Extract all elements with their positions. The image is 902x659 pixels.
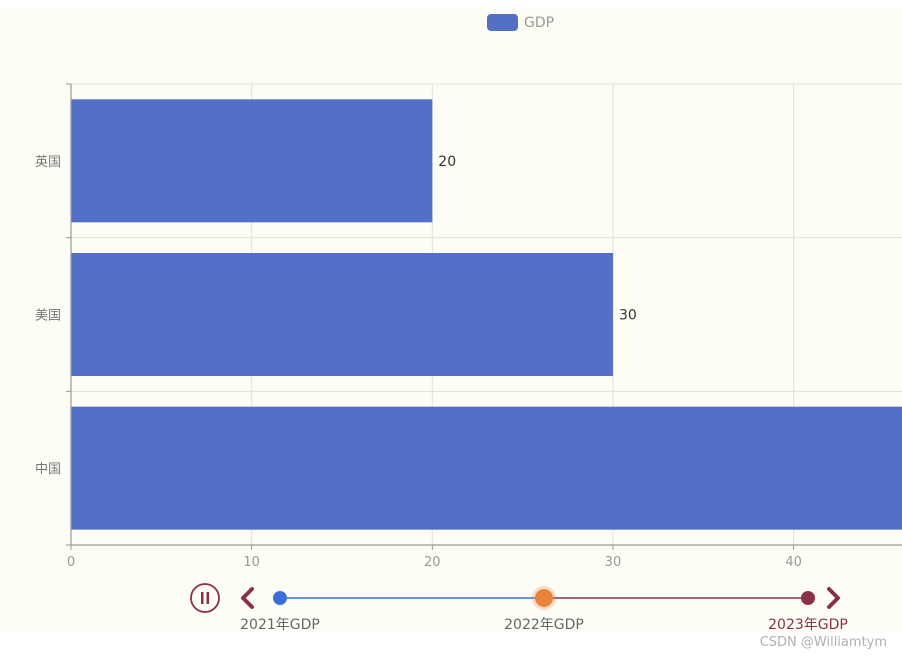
y-tick-label: 美国	[35, 309, 61, 324]
chevron-right-icon[interactable]	[827, 587, 840, 609]
legend-swatch-gdp[interactable]	[487, 14, 518, 31]
bar[interactable]	[71, 253, 613, 376]
play-pause-button[interactable]	[190, 583, 220, 613]
x-tick-label: 30	[605, 555, 622, 570]
watermark: CSDN @Williamtym	[760, 635, 887, 650]
timeline[interactable]: 2021年GDP 2022年GDP 2023年GDP	[190, 583, 848, 633]
y-tick-label: 中国	[35, 462, 61, 477]
data-label: 20	[438, 154, 456, 170]
bar[interactable]	[71, 99, 433, 223]
x-tick-label: 0	[67, 555, 75, 570]
timeline-label[interactable]: 2021年GDP	[240, 617, 320, 633]
play-pause-ring[interactable]	[190, 583, 220, 613]
data-label: 30	[619, 308, 637, 324]
timeline-point[interactable]	[535, 589, 553, 607]
bars	[71, 99, 902, 530]
bar[interactable]	[71, 406, 902, 530]
timeline-point[interactable]	[801, 591, 815, 605]
pause-icon[interactable]	[201, 592, 209, 604]
timeline-point[interactable]	[273, 591, 287, 605]
legend-label-gdp[interactable]: GDP	[524, 15, 554, 31]
timeline-label[interactable]: 2022年GDP	[504, 617, 584, 633]
timeline-label[interactable]: 2023年GDP	[768, 617, 848, 633]
timeline-points[interactable]: 2021年GDP 2022年GDP 2023年GDP	[240, 586, 848, 633]
legend[interactable]: GDP	[487, 14, 554, 31]
x-tick-label: 40	[785, 555, 802, 570]
x-tick-label: 10	[243, 555, 260, 570]
y-tick-label: 英国	[35, 155, 61, 170]
chevron-left-icon[interactable]	[241, 587, 254, 609]
x-tick-label: 20	[424, 555, 441, 570]
